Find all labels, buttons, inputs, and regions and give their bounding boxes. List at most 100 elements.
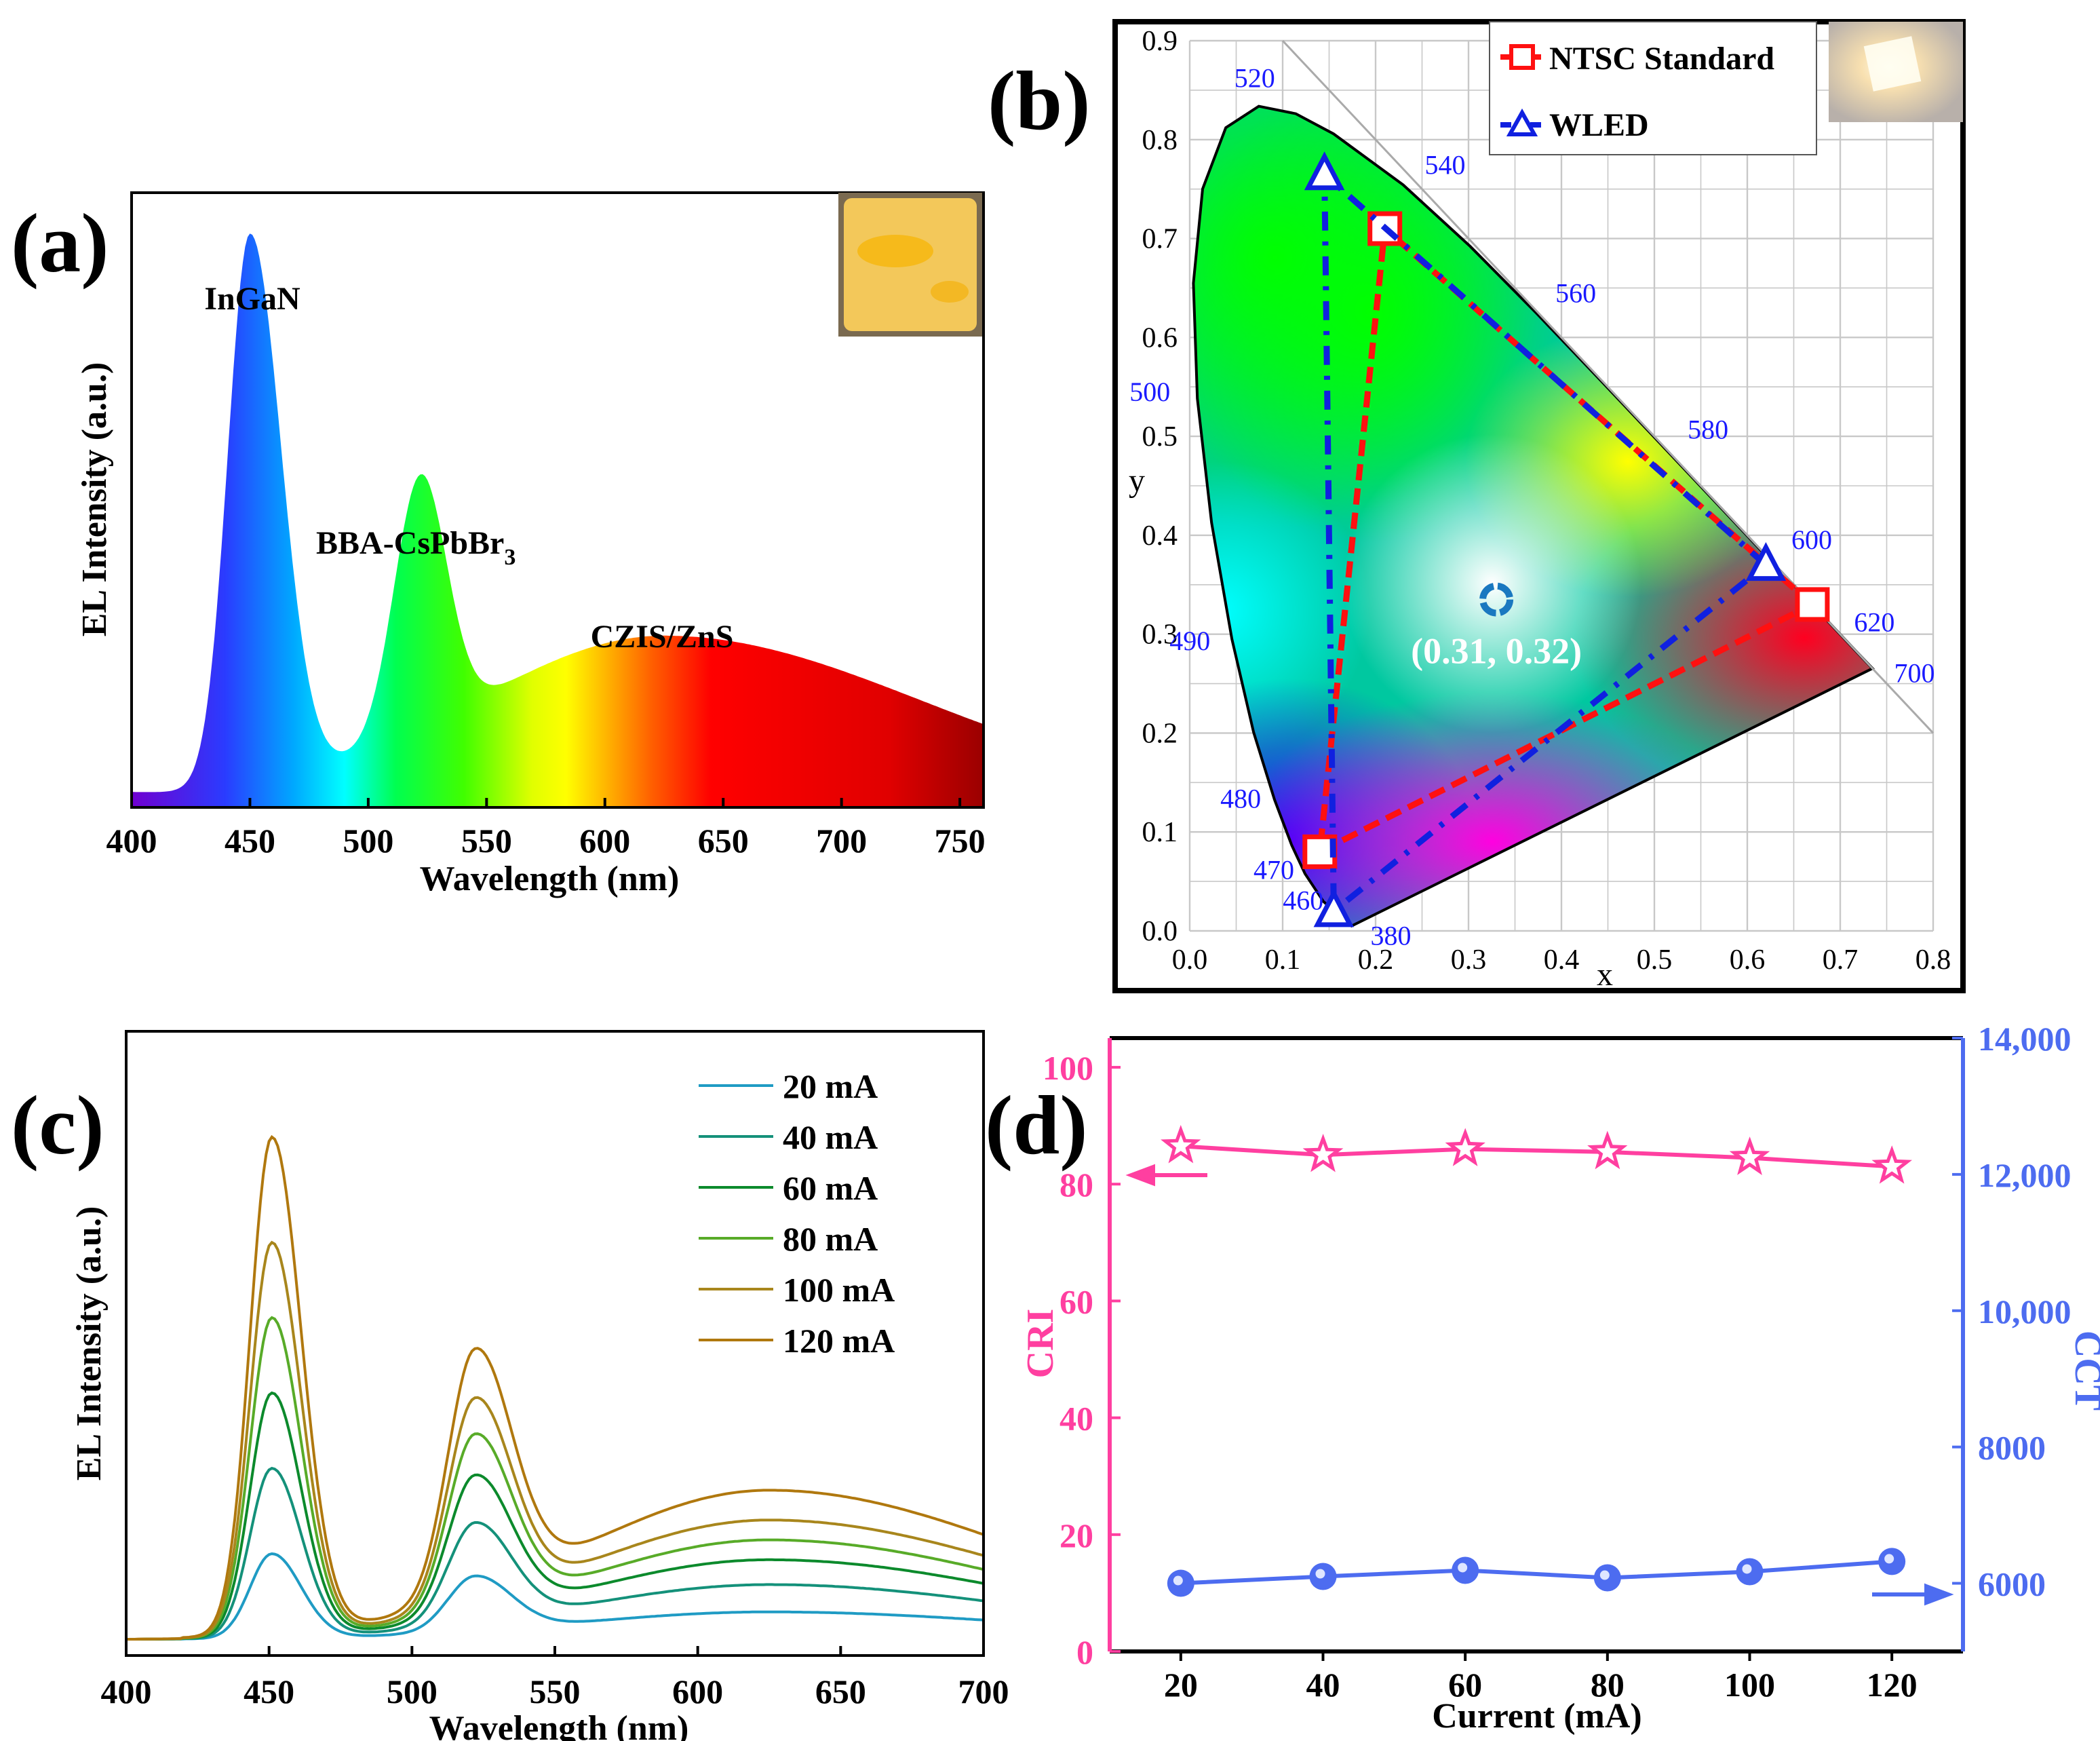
x-tick-label-c: 650: [815, 1672, 866, 1710]
wavelength-label: 380: [1371, 921, 1412, 951]
x-tick-label-a: 550: [461, 822, 512, 860]
sphere-highlight: [1599, 1570, 1610, 1580]
square-marker: [1795, 587, 1830, 622]
star-marker: [1161, 1124, 1201, 1164]
x-axis-label-d: Current (mA): [1432, 1697, 1642, 1736]
peak-label-ingan: InGaN: [204, 281, 300, 317]
x-axis-label-b: x: [1597, 957, 1613, 993]
panel-label-c: (c): [11, 1079, 104, 1172]
legend-label: 100 mA: [783, 1271, 895, 1309]
spectrum-area: [132, 233, 984, 807]
y-tick-label-left-d: 80: [1059, 1166, 1093, 1204]
triangle-marker: [1304, 151, 1345, 191]
cct-line: [1180, 1559, 1892, 1586]
legend-square-icon: [1509, 44, 1535, 70]
series-line-60-mA: [126, 1391, 984, 1641]
wavelength-label: 460: [1283, 885, 1323, 916]
y-tick-label-b: 0.7: [1142, 224, 1178, 255]
panel-label-d: (d): [985, 1079, 1088, 1172]
panel-b: (b) 0.0 0.1 0.2 0.3 0.4 0.5 0.6 0.7 0.8 0.0 0.1 0.2…: [988, 19, 1966, 993]
series-line-80-mA: [126, 1316, 984, 1641]
panel-label-a: (a): [11, 197, 109, 290]
panel-d: (d) 20 40 60 80 100 120 0 20 40 60 80 100 6000 8000 10…: [985, 1020, 2100, 1736]
wavelength-label: 470: [1253, 855, 1294, 885]
wavelength-label: 480: [1220, 784, 1261, 814]
legend-label: 60 mA: [783, 1169, 878, 1207]
x-tick-label-b: 0.4: [1544, 944, 1580, 976]
y-tick-label-b: 0.4: [1142, 520, 1178, 552]
star-marker: [1587, 1130, 1628, 1170]
x-tick-label-d: 80: [1591, 1666, 1625, 1704]
wavelength-label: 600: [1791, 524, 1832, 555]
x-tick-label-b: 0.8: [1916, 944, 1951, 976]
y-tick-label-b: 0.5: [1142, 421, 1178, 453]
x-tick-label-b: 0.3: [1451, 944, 1487, 976]
x-tick-label-a: 450: [225, 822, 275, 860]
y-tick-label-b: 0.0: [1142, 916, 1178, 947]
sphere-highlight: [1173, 1575, 1183, 1586]
series-line-40-mA: [126, 1466, 984, 1641]
wavelength-label: 560: [1555, 278, 1596, 309]
x-tick-label-d: 100: [1724, 1666, 1775, 1704]
series-line-120-mA: [126, 1134, 984, 1641]
inset-photo-a: [838, 193, 982, 337]
y-tick-label-left-d: 40: [1059, 1400, 1093, 1438]
x-tick-label-a: 600: [579, 822, 630, 860]
wavelength-label: 620: [1854, 607, 1894, 638]
star-marker: [1871, 1145, 1912, 1184]
legend-wled: WLED: [1549, 107, 1649, 143]
y-tick-label-b: 0.3: [1142, 619, 1178, 651]
x-tick-label-a: 700: [816, 822, 867, 860]
peak-label-bba: BBA-CsPbBr3: [316, 525, 516, 570]
sphere-highlight: [1315, 1569, 1325, 1579]
triangle-marker: [1745, 542, 1787, 581]
wavelength-label: 700: [1894, 657, 1935, 688]
sphere-highlight: [1884, 1554, 1894, 1564]
y-tick-label-right-d: 6000: [1978, 1565, 2046, 1603]
x-tick-label-d: 60: [1448, 1666, 1482, 1704]
wavelength-label: 540: [1425, 149, 1466, 180]
x-axis-label-a: Wavelength (nm): [420, 860, 680, 898]
x-tick-label-d: 40: [1306, 1666, 1340, 1704]
panel-c: (c) 400 450 500 550 600 650 700 20 mA 40 mA 60 m…: [11, 1030, 1009, 1741]
x-tick-label-c: 450: [244, 1672, 294, 1710]
y-tick-label-b: 0.1: [1142, 817, 1178, 848]
legend-label: 80 mA: [783, 1220, 878, 1258]
plot-frame-a: [130, 191, 985, 809]
x-tick-label-d: 120: [1867, 1666, 1918, 1704]
series-line-20-mA: [126, 1552, 984, 1641]
x-tick-label-a: 650: [698, 822, 749, 860]
cri-line: [1180, 1144, 1892, 1169]
x-tick-label-a: 400: [106, 822, 157, 860]
inset-photo-b: [1829, 22, 1963, 122]
y-tick-label-b: 0.6: [1142, 322, 1178, 353]
y-tick-label-b: 0.8: [1142, 125, 1178, 156]
x-axis-label-c: Wavelength (nm): [429, 1709, 689, 1741]
legend-triangle-icon: [1506, 108, 1538, 136]
y-axis-label-right-d: CCT: [2067, 1331, 2100, 1411]
legend-label: 20 mA: [783, 1067, 878, 1105]
sphere-highlight: [1458, 1563, 1468, 1573]
x-tick-label-c: 550: [530, 1672, 581, 1710]
wavelength-label: 490: [1169, 626, 1210, 656]
x-tick-label-c: 400: [101, 1672, 152, 1710]
triangle-marker: [1313, 888, 1355, 927]
y-tick-label-left-d: 20: [1059, 1516, 1093, 1554]
y-axis-label-left-d: CRI: [1019, 1309, 1062, 1379]
x-tick-label-b: 0.0: [1172, 944, 1208, 976]
white-point-label: (0.31, 0.32): [1411, 631, 1582, 672]
x-tick-label-b: 0.1: [1265, 944, 1301, 976]
legend-c: 20 mA 40 mA 60 mA 80 mA 100 mA 120 mA: [699, 1067, 895, 1360]
wavelength-label: 500: [1129, 377, 1170, 407]
arrow-left-icon: [1125, 1164, 1207, 1187]
x-tick-label-b: 0.2: [1358, 944, 1394, 976]
x-tick-label-b: 0.6: [1730, 944, 1766, 976]
y-tick-label-right-d: 10,000: [1978, 1293, 2072, 1331]
panel-a: (a) 400 450 500 550 600 650 700 750 InGaN BBA-C…: [11, 191, 986, 898]
wavelength-label: 520: [1234, 63, 1275, 94]
y-axis-label-a: EL Intensity (a.u.): [75, 362, 114, 637]
white-point-marker: [1479, 582, 1514, 617]
y-tick-label-b: 0.9: [1142, 26, 1178, 57]
x-tick-label-c: 600: [672, 1672, 723, 1710]
